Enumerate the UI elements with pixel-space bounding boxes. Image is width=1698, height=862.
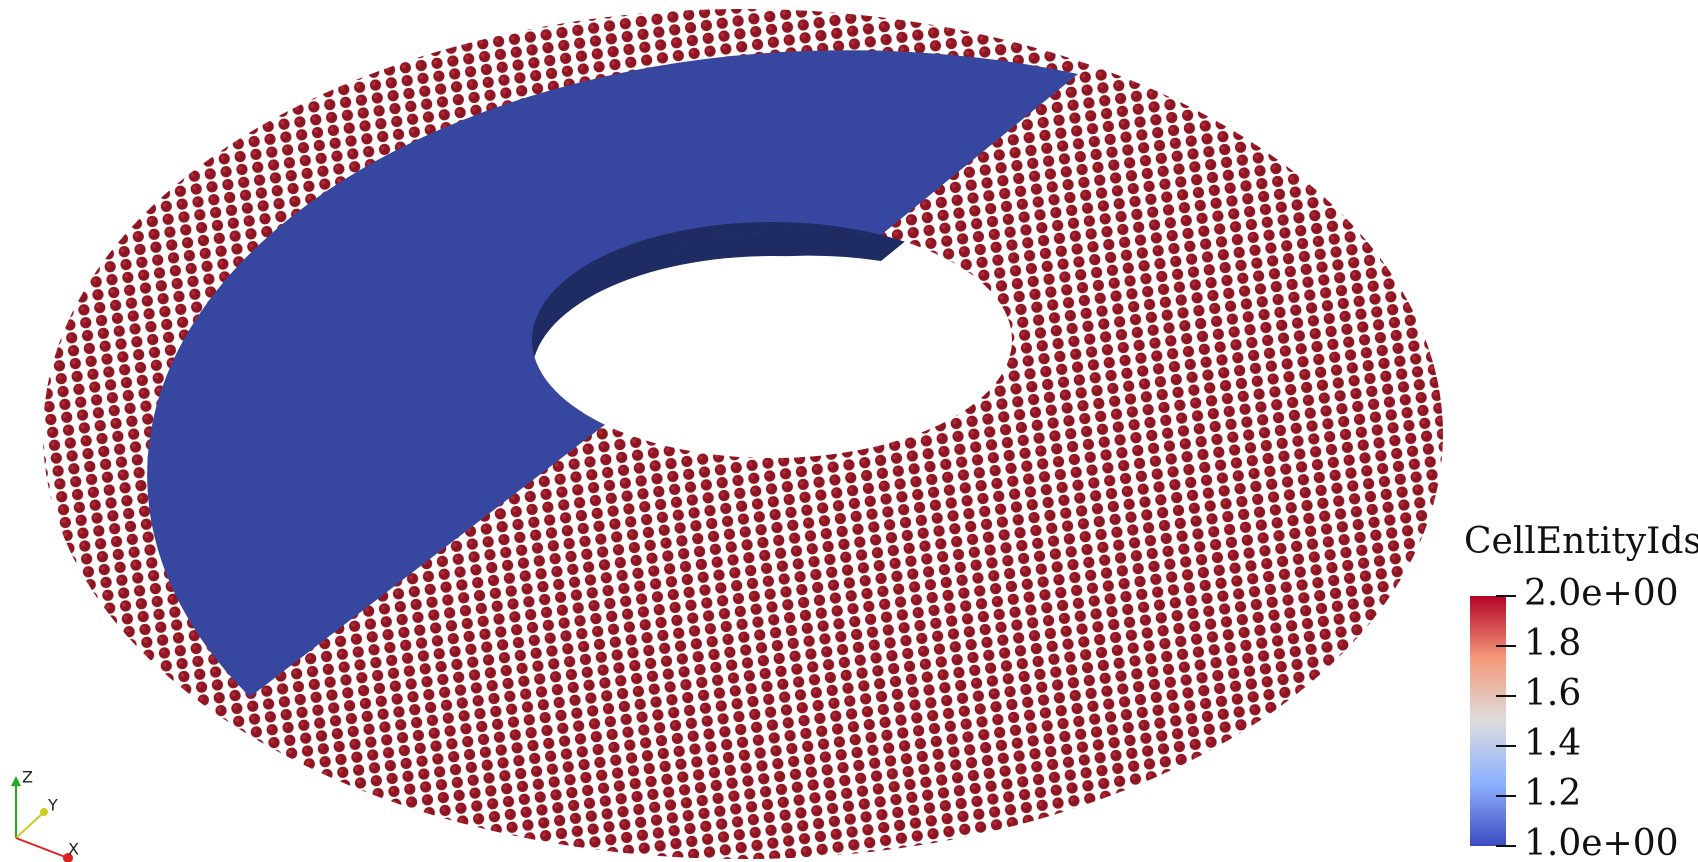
legend-tick-label: 1.2: [1524, 773, 1581, 814]
x-axis: [15, 837, 69, 859]
y-label: Y: [47, 796, 58, 815]
legend-tick-label: 1.0e+00: [1524, 823, 1679, 862]
legend-tick-label: 1.6: [1524, 673, 1581, 714]
legend-tick-label: 1.8: [1524, 623, 1581, 664]
z-label: Z: [22, 768, 33, 787]
axes-widget: Z Y X: [11, 768, 79, 862]
hole: [532, 256, 1012, 458]
legend-title: CellEntityIds: [1464, 521, 1698, 562]
color-legend: CellEntityIds 1.0e+00 1.2 1.4 1.6 1.8 2.0e+00: [1464, 521, 1698, 862]
legend-tick-label: 1.4: [1524, 723, 1581, 764]
color-bar: [1470, 596, 1506, 846]
model: [43, 9, 1443, 859]
x-tip: [63, 853, 73, 862]
legend-tick-label: 2.0e+00: [1524, 573, 1679, 614]
blue-region: [147, 50, 1078, 697]
x-label: X: [68, 840, 79, 859]
y-tip: [40, 808, 48, 816]
z-tip: [11, 776, 21, 786]
y-axis: [15, 811, 45, 839]
